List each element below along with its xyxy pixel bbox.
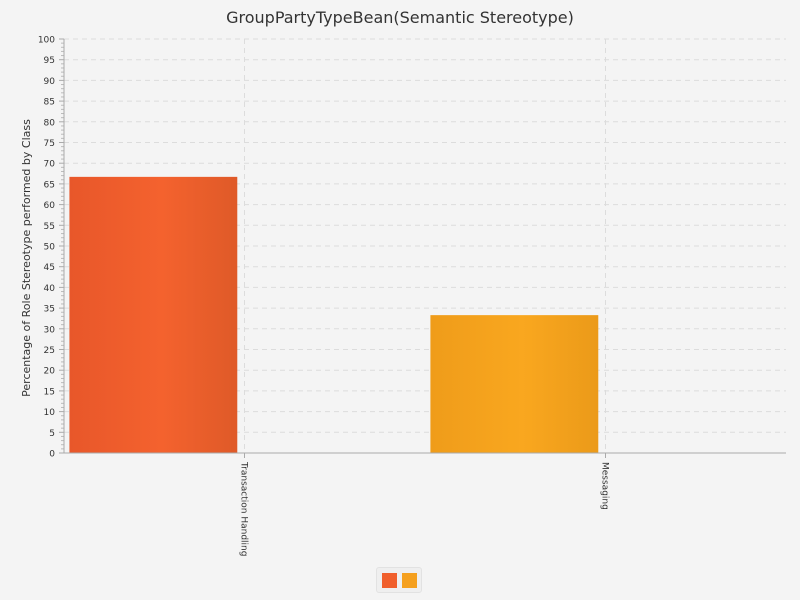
y-tick-label: 90 [44, 77, 56, 87]
y-tick-label: 5 [49, 429, 55, 439]
y-tick-label: 100 [38, 36, 55, 46]
y-tick-label: 80 [44, 118, 56, 128]
y-tick-label: 30 [44, 325, 56, 335]
legend-swatch-messaging [402, 573, 417, 588]
axes: 0 5 10 15 20 25 30 35 40 45 50 55 60 65 70 75 80 85 90 95 10… [38, 36, 786, 556]
y-tick-label: 25 [44, 346, 55, 356]
y-tick-label: 55 [44, 222, 55, 232]
y-tick-label: 50 [44, 243, 56, 253]
y-tick-label: 60 [44, 201, 56, 211]
x-tick-label: Transaction Handling [239, 461, 249, 556]
bar-transaction-handling [69, 176, 238, 453]
y-tick-label: 70 [44, 160, 56, 170]
y-tick-label: 40 [44, 284, 56, 294]
y-tick-label: 45 [44, 263, 55, 273]
y-tick-label: 20 [44, 367, 56, 377]
y-tick-label: 75 [44, 139, 55, 149]
bar-messaging [430, 315, 599, 453]
y-tick-label: 10 [44, 408, 56, 418]
legend-swatch-transaction-handling [382, 573, 397, 588]
legend [376, 567, 422, 593]
y-axis-label: Percentage of Role Stereotype performed … [20, 119, 33, 397]
x-tick-label: Messaging [600, 462, 610, 510]
y-tick-label: 85 [44, 98, 55, 108]
y-tick-label: 15 [44, 387, 55, 397]
y-tick-label: 35 [44, 305, 55, 315]
y-tick-label: 95 [44, 56, 55, 66]
bars [69, 176, 599, 453]
chart-title: GroupPartyTypeBean(Semantic Stereotype) [226, 8, 574, 27]
y-tick-label: 0 [49, 450, 55, 460]
y-tick-label: 65 [44, 180, 55, 190]
